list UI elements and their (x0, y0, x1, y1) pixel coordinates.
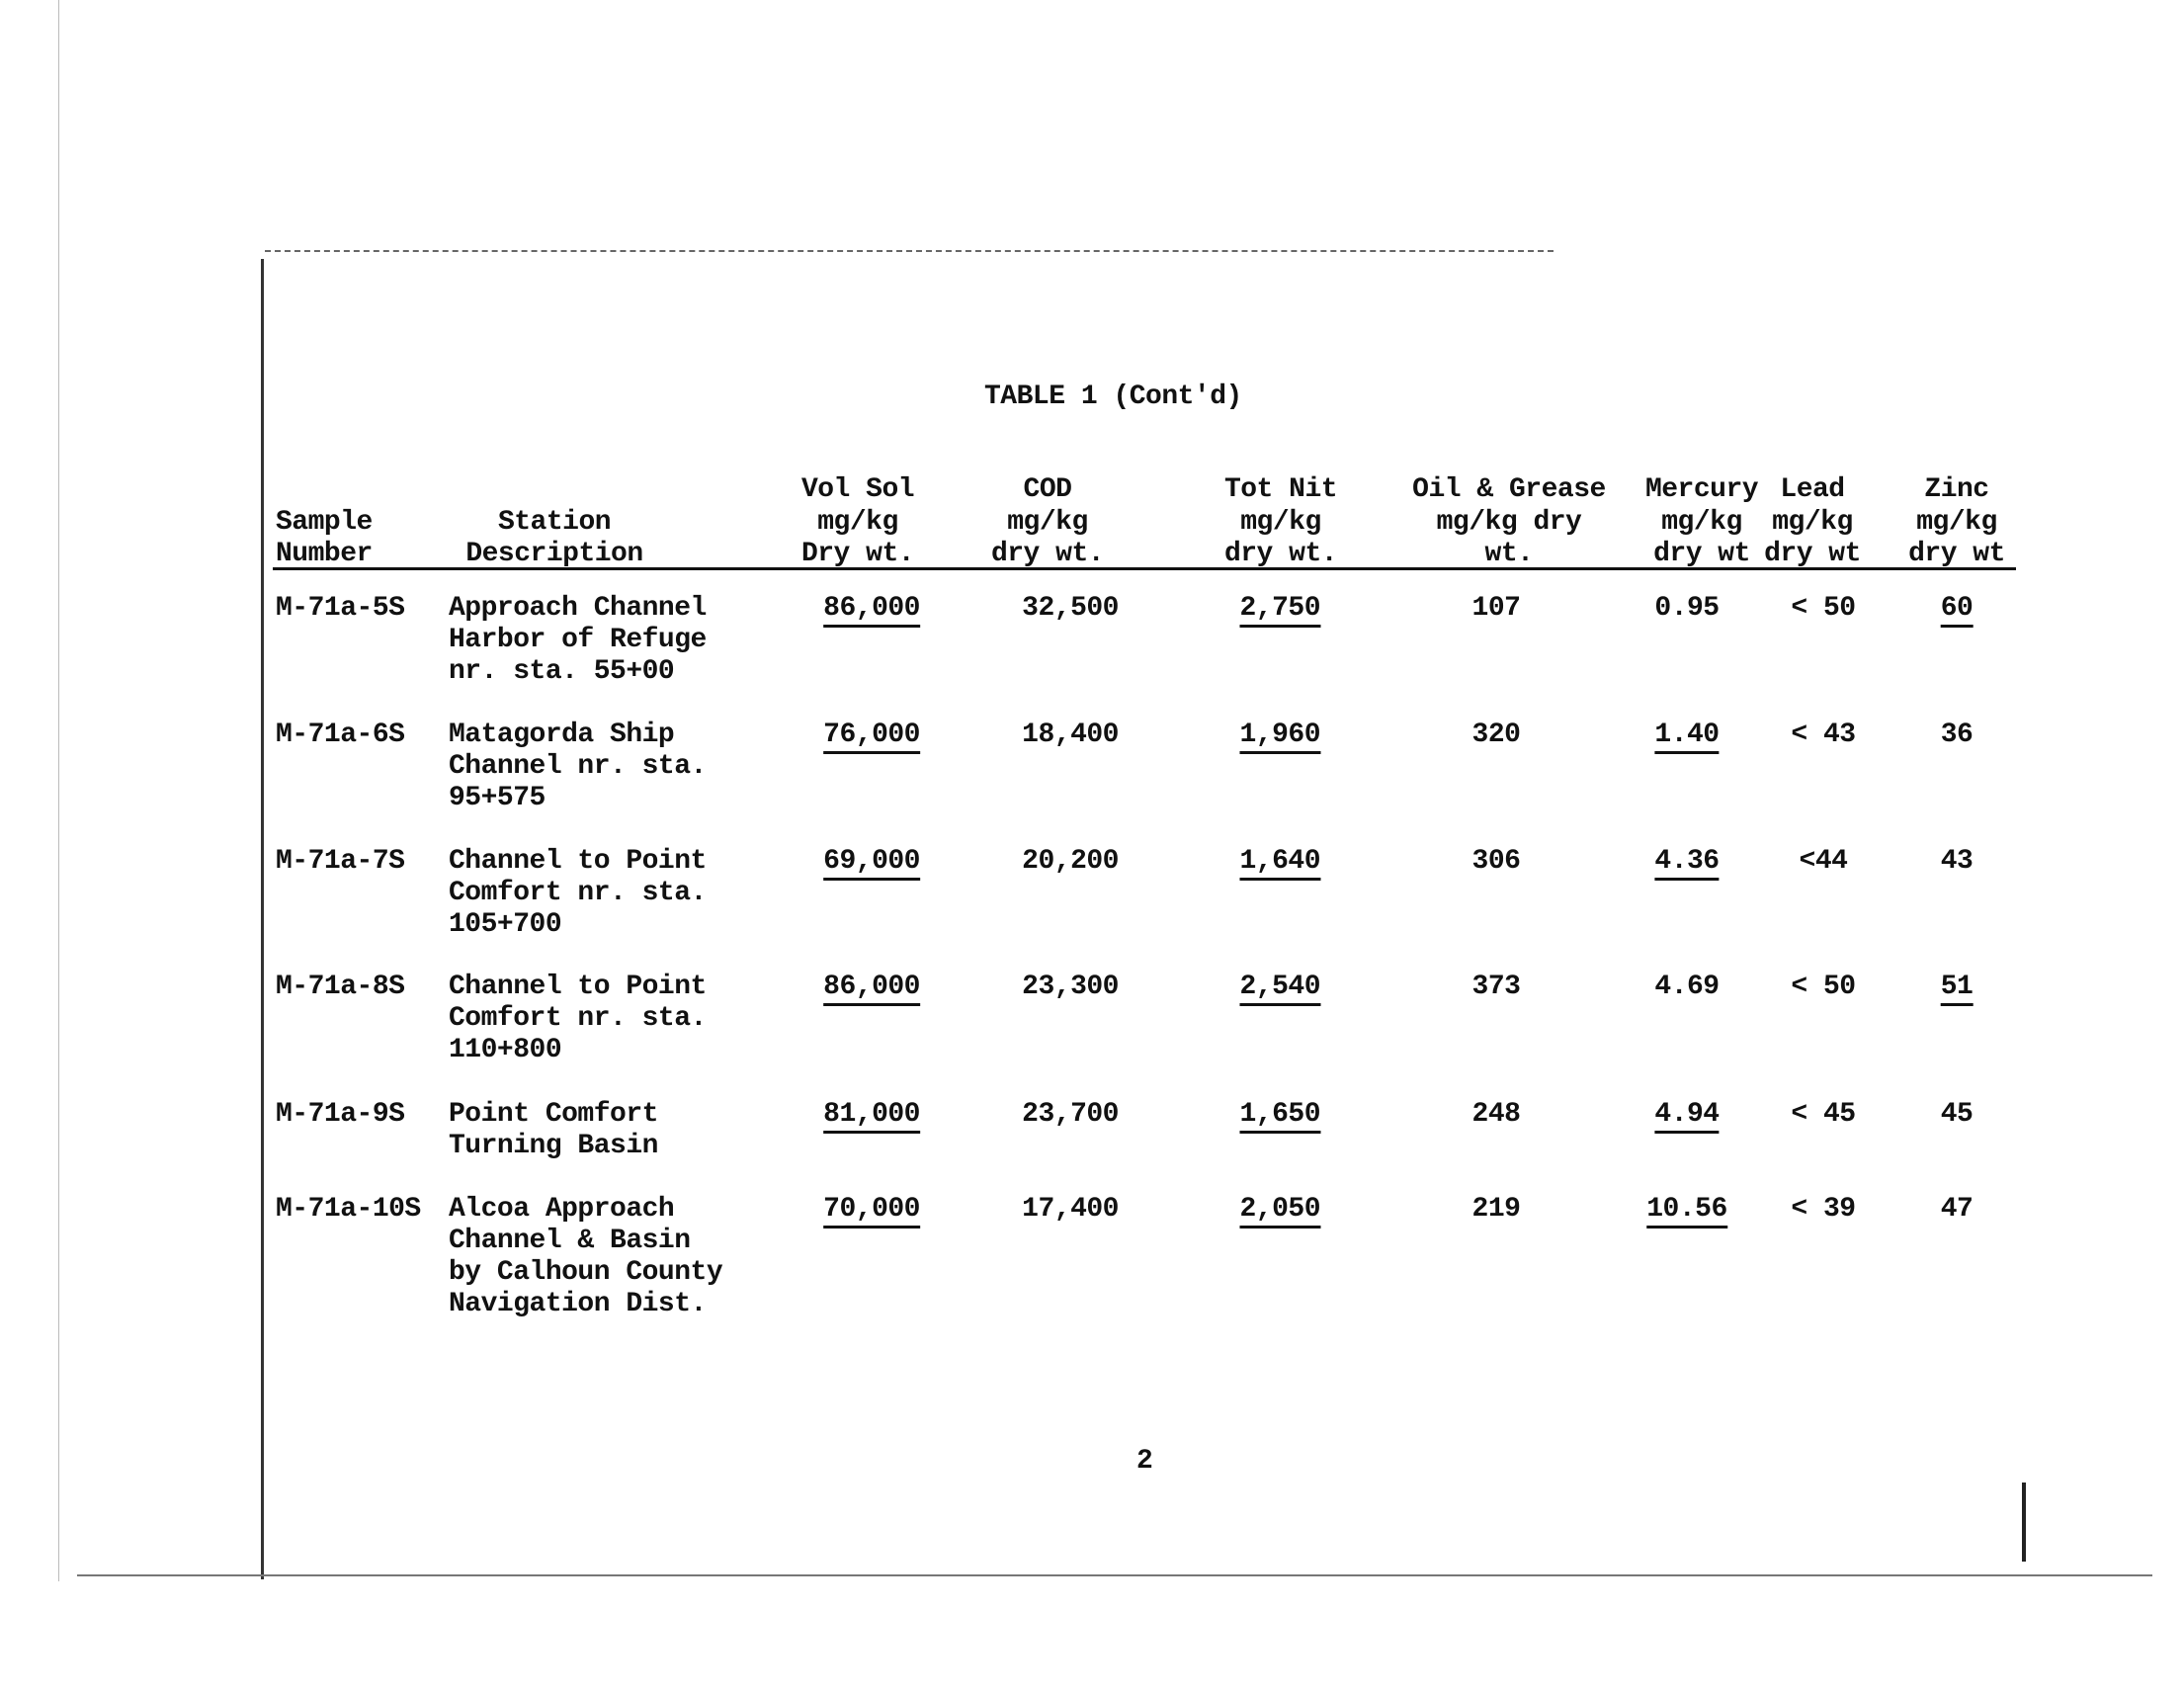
station-description: 95+575 (449, 783, 546, 813)
station-description: Harbor of Refuge (449, 625, 707, 655)
column-header-mercury: dry wt (1653, 539, 1750, 569)
column-header-zinc: dry wt (1908, 539, 2005, 569)
station-description: Matagorda Ship (449, 720, 675, 750)
cell-mercury: 1.40 (1654, 720, 1720, 754)
column-header-oil-grease: mg/kg dry (1436, 507, 1582, 538)
column-header-oil-grease: Oil & Grease (1412, 474, 1606, 505)
cell-zinc: 45 (1940, 1099, 1974, 1130)
column-header-oil-grease: wt. (1484, 539, 1534, 569)
table-title: TABLE 1 (Cont'd) (984, 381, 1242, 412)
station-description: Comfort nr. sta. (449, 1003, 707, 1034)
page-frame-bottom (77, 1574, 2152, 1576)
sample-number: M-71a-9S (276, 1099, 405, 1130)
column-header-zinc: mg/kg (1916, 507, 1997, 538)
cell-vol-sol: 86,000 (823, 593, 920, 628)
cell-vol-sol: 81,000 (823, 1099, 920, 1134)
cell-oil-grease: 320 (1471, 720, 1521, 750)
cell-tot-nit: 2,540 (1239, 972, 1320, 1006)
cell-tot-nit: 1,650 (1239, 1099, 1320, 1134)
cell-mercury: 4.94 (1654, 1099, 1720, 1134)
station-description: Channel to Point (449, 972, 707, 1002)
station-description: Channel to Point (449, 846, 707, 877)
cell-oil-grease: 306 (1471, 846, 1521, 877)
cell-oil-grease: 248 (1471, 1099, 1521, 1130)
cell-tot-nit: 1,640 (1239, 846, 1320, 881)
cell-mercury: 0.95 (1654, 593, 1720, 624)
cell-lead: < 43 (1791, 720, 1856, 750)
cell-zinc: 36 (1940, 720, 1974, 750)
sample-number: M-71a-5S (276, 593, 405, 624)
cell-zinc: 60 (1940, 593, 1974, 628)
column-header-tot-nit: mg/kg (1240, 507, 1321, 538)
cell-tot-nit: 1,960 (1239, 720, 1320, 754)
column-header-cod: mg/kg (1007, 507, 1088, 538)
column-header-lead: dry wt (1764, 539, 1861, 569)
cell-lead: <44 (1799, 846, 1848, 877)
page-frame-right-mark (2022, 1483, 2026, 1562)
cell-oil-grease: 107 (1471, 593, 1521, 624)
header-rule (273, 567, 2016, 570)
cell-cod: 20,200 (1022, 846, 1119, 877)
column-header-mercury: Mercury (1644, 474, 1759, 505)
column-header-mercury: mg/kg (1661, 507, 1742, 538)
station-description: Alcoa Approach (449, 1194, 675, 1225)
sample-number: M-71a-7S (276, 846, 405, 877)
cell-cod: 32,500 (1022, 593, 1119, 624)
column-header-lead: mg/kg (1772, 507, 1853, 538)
cell-tot-nit: 2,050 (1239, 1194, 1320, 1229)
column-header-vol-sol: Dry wt. (800, 539, 915, 569)
column-header-cod: COD (1023, 474, 1072, 505)
station-description: Channel nr. sta. (449, 751, 707, 782)
column-header-vol-sol: Vol Sol (800, 474, 915, 505)
cell-lead: < 45 (1791, 1099, 1856, 1130)
cell-cod: 18,400 (1022, 720, 1119, 750)
column-header-station: Description (465, 539, 643, 569)
column-header-lead: Lead (1780, 474, 1845, 505)
sample-number: M-71a-8S (276, 972, 405, 1002)
cell-lead: < 39 (1791, 1194, 1856, 1225)
station-description: Approach Channel (449, 593, 707, 624)
cell-zinc: 47 (1940, 1194, 1974, 1225)
cell-vol-sol: 70,000 (823, 1194, 920, 1229)
column-header-tot-nit: Tot Nit (1223, 474, 1338, 505)
cell-lead: < 50 (1791, 593, 1856, 624)
left-margin-line (58, 0, 59, 1581)
cell-vol-sol: 69,000 (823, 846, 920, 881)
cell-cod: 23,700 (1022, 1099, 1119, 1130)
column-header-zinc: Zinc (1924, 474, 1989, 505)
page-number: 2 (1136, 1446, 1153, 1477)
cell-lead: < 50 (1791, 972, 1856, 1002)
page-frame-top (265, 250, 1554, 254)
column-header-station: Station (497, 507, 612, 538)
column-header-vol-sol: mg/kg (817, 507, 898, 538)
page-frame-left (261, 259, 264, 1579)
station-description: Navigation Dist. (449, 1289, 707, 1319)
column-header-cod: dry wt. (990, 539, 1105, 569)
cell-oil-grease: 373 (1471, 972, 1521, 1002)
station-description: Comfort nr. sta. (449, 878, 707, 908)
column-header-tot-nit: dry wt. (1223, 539, 1338, 569)
station-description: by Calhoun County (449, 1257, 723, 1288)
cell-tot-nit: 2,750 (1239, 593, 1320, 628)
cell-vol-sol: 76,000 (823, 720, 920, 754)
cell-cod: 17,400 (1022, 1194, 1119, 1225)
column-header-sample: Sample (276, 507, 373, 538)
station-description: 105+700 (449, 909, 562, 940)
station-description: Channel & Basin (449, 1226, 691, 1256)
station-description: Turning Basin (449, 1131, 658, 1161)
station-description: 110+800 (449, 1035, 562, 1065)
cell-cod: 23,300 (1022, 972, 1119, 1002)
cell-mercury: 10.56 (1646, 1194, 1727, 1229)
cell-vol-sol: 86,000 (823, 972, 920, 1006)
cell-mercury: 4.69 (1654, 972, 1720, 1002)
sample-number: M-71a-6S (276, 720, 405, 750)
cell-zinc: 43 (1940, 846, 1974, 877)
sample-number: M-71a-10S (276, 1194, 421, 1225)
cell-mercury: 4.36 (1654, 846, 1720, 881)
station-description: Point Comfort (449, 1099, 658, 1130)
station-description: nr. sta. 55+00 (449, 656, 675, 687)
cell-oil-grease: 219 (1471, 1194, 1521, 1225)
column-header-sample: Number (276, 539, 373, 569)
cell-zinc: 51 (1940, 972, 1974, 1006)
